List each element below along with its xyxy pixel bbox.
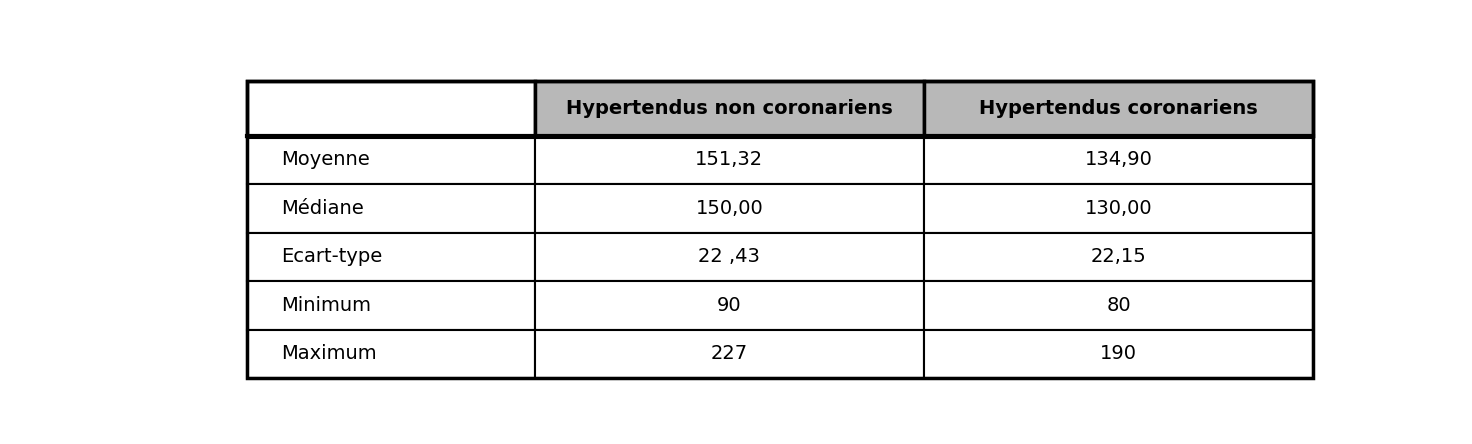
Bar <box>924 81 1313 136</box>
Text: 150,00: 150,00 <box>696 199 764 218</box>
Bar <box>247 233 534 281</box>
Text: Moyenne: Moyenne <box>281 151 369 170</box>
Text: Hypertendus non coronariens: Hypertendus non coronariens <box>567 99 894 118</box>
Bar <box>924 233 1313 281</box>
Bar <box>247 184 534 233</box>
Text: Hypertendus coronariens: Hypertendus coronariens <box>979 99 1259 118</box>
Text: Médiane: Médiane <box>281 199 364 218</box>
Bar <box>924 136 1313 184</box>
Bar <box>247 281 534 329</box>
Bar <box>924 184 1313 233</box>
Text: 22,15: 22,15 <box>1091 247 1147 266</box>
Bar <box>534 81 924 136</box>
Text: 190: 190 <box>1100 345 1138 363</box>
Bar <box>247 81 1313 378</box>
Text: 227: 227 <box>711 345 748 363</box>
Text: 134,90: 134,90 <box>1085 151 1153 170</box>
Text: Minimum: Minimum <box>281 296 371 315</box>
Bar <box>924 329 1313 378</box>
Text: 80: 80 <box>1107 296 1130 315</box>
Bar <box>247 136 534 184</box>
Text: Ecart-type: Ecart-type <box>281 247 383 266</box>
Text: Maximum: Maximum <box>281 345 377 363</box>
Bar <box>534 233 924 281</box>
Bar <box>247 81 534 136</box>
Text: 22 ,43: 22 ,43 <box>699 247 761 266</box>
Text: 130,00: 130,00 <box>1085 199 1153 218</box>
Text: 90: 90 <box>717 296 742 315</box>
Bar <box>534 136 924 184</box>
Text: 151,32: 151,32 <box>695 151 764 170</box>
Bar <box>247 329 534 378</box>
Bar <box>534 329 924 378</box>
Bar <box>924 281 1313 329</box>
Bar <box>534 184 924 233</box>
Bar <box>534 281 924 329</box>
